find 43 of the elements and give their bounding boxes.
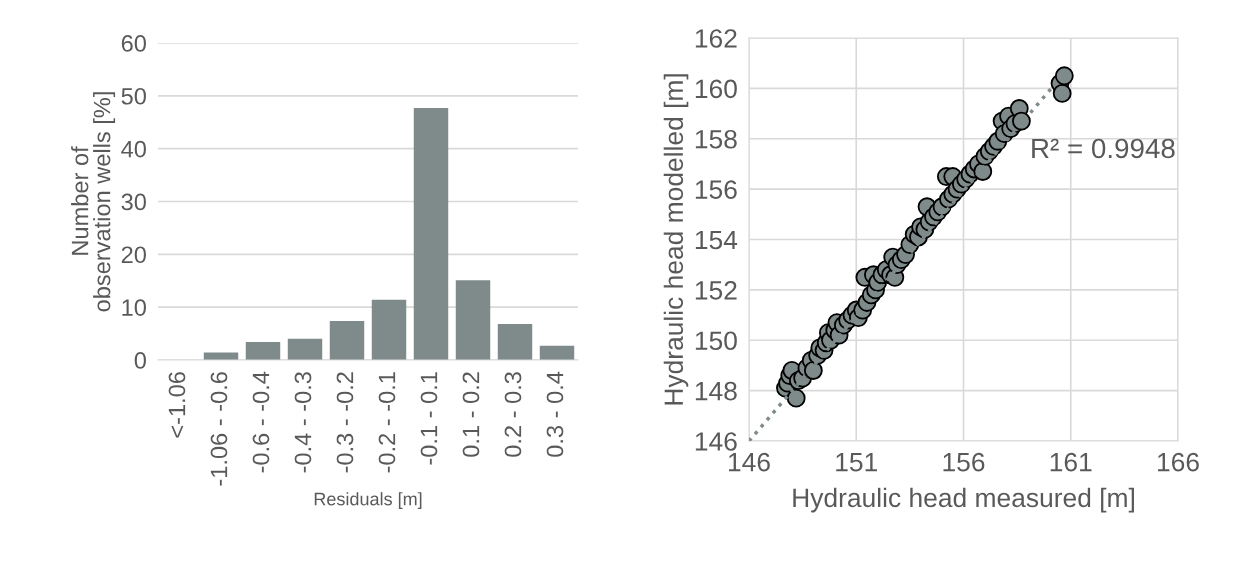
x-axis-title: Hydraulic head measured [m] [793,487,1134,513]
bar [329,320,365,360]
x-tick-label: -0.6 - -0.4 [252,371,270,473]
y-tick-label: 50 [121,87,146,105]
x-tick-label: <-1.06 [168,372,186,438]
x-tick-label: 0.1 - 0.2 [462,372,480,457]
y-tick-label: 150 [695,331,737,351]
x-tick-label: -0.3 - -0.2 [336,372,354,473]
y-tick-label: 154 [695,230,738,250]
x-tick-label: -1.06 - -0.6 [210,372,228,486]
y-axis-title: Number of observation wells [%] [71,92,116,312]
bar [455,280,491,360]
y-tick-label: 160 [695,79,737,99]
x-tick-label: -0.2 - -0.1 [378,372,396,473]
y-axis-title: Hydraulic head modelled [m] [663,74,689,405]
y-tick-label: 148 [695,381,737,401]
y-tick-label: 30 [121,193,146,211]
y-tick-label: 10 [122,299,146,316]
bar [413,107,449,360]
y-tick-label: 156 [695,180,737,199]
bar [287,338,323,360]
x-tick-label: -0.1 - 0.1 [420,372,438,465]
bar [539,345,575,360]
annotation: R² = 0.9948 [1032,138,1175,159]
bar [371,299,407,360]
x-tick-label: 0.2 - 0.3 [504,372,522,457]
y-tick-label: 162 [695,29,737,48]
bar [245,342,281,360]
x-axis-title: Residuals [m] [314,492,422,509]
y-tick-label: 20 [121,246,146,264]
y-tick-label: 152 [695,281,737,300]
y-tick-label: 0 [134,352,146,369]
x-tick-label: 156 [943,452,985,472]
y-tick-label: 60 [121,35,146,52]
y-tick-label: 40 [121,140,146,158]
y-tick-label: 158 [695,129,737,149]
x-tick-label: 151 [836,453,877,472]
x-tick-label: 146 [729,452,770,472]
x-tick-label: -0.4 - -0.3 [294,372,312,473]
x-tick-label: 166 [1158,452,1199,472]
bar [497,324,533,360]
x-tick-label: 161 [1050,452,1092,472]
x-tick-label: 0.3 - 0.4 [546,371,564,457]
